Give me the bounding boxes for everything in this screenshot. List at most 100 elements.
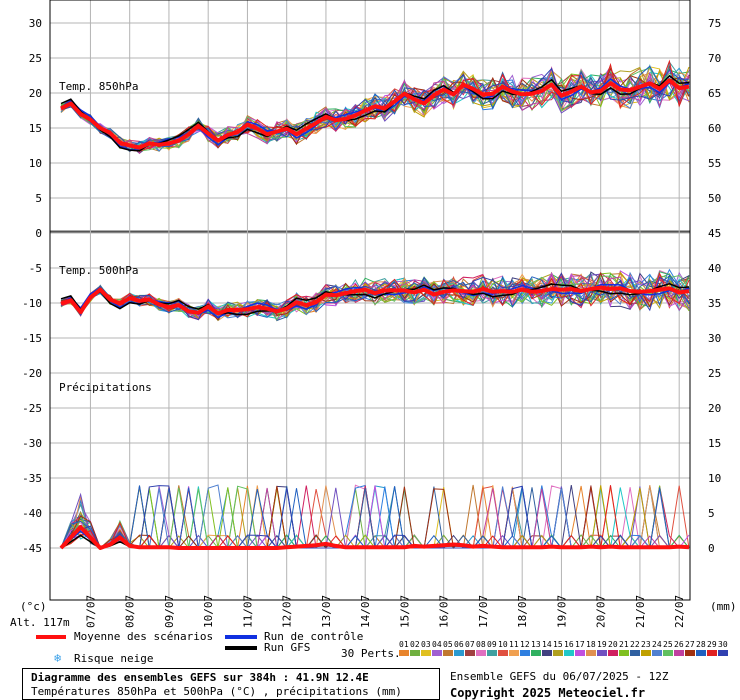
perturbation-id-label: 23 (641, 640, 651, 649)
perturbation-id-label: 28 (696, 640, 706, 649)
perturbation-id-label: 18 (586, 640, 596, 649)
date-tick-label: 17/07 (477, 595, 490, 628)
perturbation-swatch (696, 650, 706, 656)
mean-line (59, 525, 690, 550)
perturbation-swatch (487, 650, 497, 656)
perturbation-line (60, 273, 690, 321)
panel-label-850: Temp. 850hPa (59, 80, 138, 93)
left-tick-label: -30 (22, 437, 42, 450)
right-tick-label: 70 (708, 52, 721, 65)
run-info: Ensemble GEFS du 06/07/2025 - 12Z (450, 670, 669, 683)
left-tick-label: 15 (29, 122, 42, 135)
legend-control-swatch (225, 635, 257, 639)
footer-subtitle: Températures 850hPa et 500hPa (°C) , pré… (31, 685, 402, 698)
perturbation-swatch (399, 650, 409, 656)
perturbation-id-label: 02 (410, 640, 420, 649)
altitude-label: Alt. 117m (10, 616, 70, 629)
date-tick-label: 09/07 (163, 595, 176, 628)
left-tick-label: -15 (22, 332, 42, 345)
perturbation-id-label: 10 (498, 640, 508, 649)
left-tick-label: -45 (22, 542, 42, 555)
legend-mean-swatch (36, 635, 66, 639)
perturbation-id-label: 09 (487, 640, 497, 649)
footer-title-box: Diagramme des ensembles GEFS sur 384h : … (22, 668, 440, 700)
perturbation-line (60, 73, 690, 149)
legend-control-label: Run de contrôle (264, 630, 364, 643)
left-tick-label: -10 (22, 297, 42, 310)
plot-frame (49, 0, 691, 601)
right-tick-label: 60 (708, 122, 721, 135)
perturbation-swatch (465, 650, 475, 656)
copyright: Copyright 2025 Meteociel.fr (450, 686, 646, 700)
perturbation-id-label: 04 (432, 640, 442, 649)
legend-snow-label: Risque neige (74, 652, 154, 665)
right-tick-label: 20 (708, 402, 721, 415)
date-tick-label: 18/07 (516, 595, 529, 628)
perturbation-swatch (520, 650, 530, 656)
left-tick-label: 20 (29, 87, 42, 100)
date-tick-label: 12/07 (281, 595, 294, 628)
perturbation-id-label: 13 (531, 640, 541, 649)
perturbation-swatch (421, 650, 431, 656)
perturbation-swatch (597, 650, 607, 656)
left-tick-label: -35 (22, 472, 42, 485)
perturbation-swatch (630, 650, 640, 656)
date-tick-label: 08/07 (124, 595, 137, 628)
perturbation-swatch (410, 650, 420, 656)
date-tick-label: 11/07 (241, 595, 254, 628)
panel-label-500: Temp. 500hPa (59, 264, 138, 277)
perturbation-id-label: 08 (476, 640, 486, 649)
perturbation-swatch (531, 650, 541, 656)
legend-perts-label: 30 Perts. (341, 647, 401, 660)
perturbation-swatch (509, 650, 519, 656)
left-tick-label: 0 (35, 227, 42, 240)
snowflake-icon: ❄ (54, 651, 62, 665)
perturbation-id-label: 21 (619, 640, 629, 649)
perturbation-swatch (608, 650, 618, 656)
perturbation-id-label: 15 (553, 640, 563, 649)
right-tick-label: 10 (708, 472, 721, 485)
date-tick-label: 10/07 (202, 595, 215, 628)
perturbation-id-label: 11 (509, 640, 519, 649)
date-tick-label: 22/07 (673, 595, 686, 628)
date-tick-label: 15/07 (398, 595, 411, 628)
perturbation-swatch (432, 650, 442, 656)
date-tick-label: 14/07 (359, 595, 372, 628)
left-tick-label: 10 (29, 157, 42, 170)
perturbation-id-label: 01 (399, 640, 409, 649)
perturbation-swatch (498, 650, 508, 656)
right-unit: (mm) (710, 600, 737, 613)
right-tick-label: 0 (708, 542, 715, 555)
panel-label-precip: Précipitations (59, 381, 152, 394)
right-tick-label: 5 (708, 507, 715, 520)
perturbation-id-label: 19 (597, 640, 607, 649)
perturbation-id-label: 29 (707, 640, 717, 649)
date-tick-label: 20/07 (595, 595, 608, 628)
perturbation-id-label: 12 (520, 640, 530, 649)
perturbation-id-label: 26 (674, 640, 684, 649)
left-tick-label: -20 (22, 367, 42, 380)
date-tick-label: 13/07 (320, 595, 333, 628)
perturbation-id-label: 05 (443, 640, 453, 649)
left-tick-label: -5 (29, 262, 42, 275)
right-tick-label: 35 (708, 297, 721, 310)
perturbation-id-label: 03 (421, 640, 431, 649)
perturbation-swatch (586, 650, 596, 656)
perturbation-swatch (454, 650, 464, 656)
perturbation-id-label: 20 (608, 640, 618, 649)
right-tick-label: 30 (708, 332, 721, 345)
perturbation-id-label: 22 (630, 640, 640, 649)
perturbation-swatch (641, 650, 651, 656)
perturbation-swatch (564, 650, 574, 656)
date-tick-label: 19/07 (555, 595, 568, 628)
legend-gfs-swatch (225, 646, 257, 650)
perturbation-id-label: 16 (564, 640, 574, 649)
left-unit: (°c) (20, 600, 47, 613)
right-tick-label: 65 (708, 87, 721, 100)
perturbation-id-label: 25 (663, 640, 673, 649)
perturbation-swatch (663, 650, 673, 656)
left-tick-label: 30 (29, 17, 42, 30)
perturbation-swatch (674, 650, 684, 656)
perturbation-id-label: 17 (575, 640, 585, 649)
